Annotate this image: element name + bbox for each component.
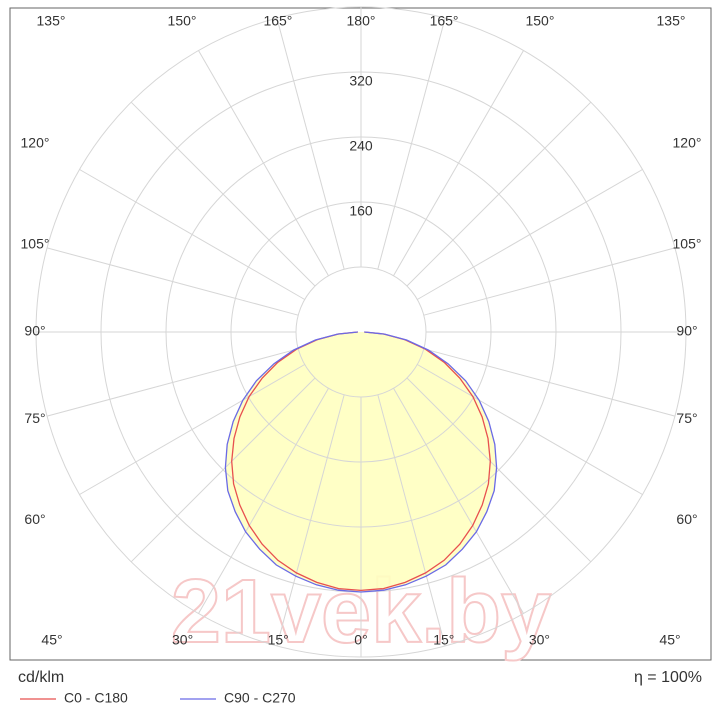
angle-tick-label: 75° [24,410,45,426]
angle-tick-label: 165° [430,13,459,29]
grid-spoke [79,169,305,300]
angle-tick-label: 180° [347,13,376,29]
legend-label: C90 - C270 [224,690,296,706]
grid-spoke [377,17,446,270]
angle-tick-label: 30° [172,632,193,648]
r-tick-label: 320 [349,73,373,89]
angle-tick-label: 60° [676,511,697,527]
grid-spoke [417,364,643,495]
grid-spoke [79,364,305,495]
angle-tick-label: 90° [676,323,697,339]
angle-tick-label: 120° [673,134,702,150]
angle-tick-label: 150° [168,13,197,29]
efficiency-label: η = 100% [634,669,702,686]
angle-tick-label: 135° [657,13,686,29]
grid-spoke [276,394,345,647]
r-tick-label: 240 [349,138,373,154]
angle-tick-label: 30° [529,632,550,648]
grid-spoke [130,377,316,563]
angle-tick-label: 45° [41,632,62,648]
angle-tick-label: 120° [21,134,50,150]
grid-spoke [198,388,329,614]
legend-label: C0 - C180 [64,690,128,706]
angle-tick-label: 15° [433,632,454,648]
grid-spoke [406,377,592,563]
intensity-curve [360,331,498,593]
grid-spoke [46,348,299,417]
grid-spoke [130,101,316,287]
angle-tick-label: 75° [676,410,697,426]
angle-tick-label: 45° [659,632,680,648]
grid-spoke [393,50,524,276]
intensity-curve [224,331,362,593]
grid-spoke [423,348,676,417]
angle-tick-label: 105° [21,235,50,251]
light-area [361,332,497,592]
grid-spoke [423,247,676,316]
angle-tick-label: 0° [354,632,367,648]
unit-label: cd/klm [18,669,64,686]
angle-tick-label: 15° [268,632,289,648]
grid-spoke [198,50,329,276]
grid-spoke [276,17,345,270]
light-area [225,332,361,592]
angle-tick-label: 165° [263,13,292,29]
grid-spoke [46,247,299,316]
angle-tick-label: 135° [37,13,66,29]
grid-spoke [393,388,524,614]
r-tick-label: 160 [349,203,373,219]
grid-spoke [406,101,592,287]
grid-spoke [417,169,643,300]
angle-tick-label: 60° [24,511,45,527]
grid-spoke [377,394,446,647]
angle-tick-label: 105° [673,235,702,251]
angle-tick-label: 90° [24,323,45,339]
angle-tick-label: 150° [525,13,554,29]
